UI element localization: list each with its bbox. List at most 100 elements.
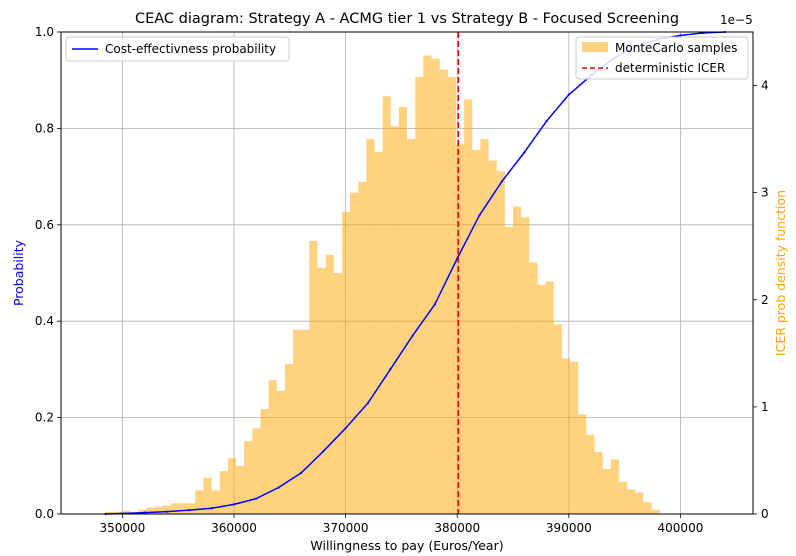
histogram-bar <box>480 139 489 514</box>
histogram-bar <box>284 364 294 514</box>
histogram-bar <box>423 55 432 514</box>
x-tick-label: 350000 <box>99 521 145 535</box>
histogram-bar <box>415 76 424 514</box>
histogram-bar <box>350 192 359 514</box>
histogram-bar <box>618 481 628 514</box>
histogram-bar <box>407 139 416 514</box>
series-point <box>679 34 682 37</box>
histogram-bar <box>594 451 603 514</box>
histogram-bar <box>390 126 399 514</box>
legend-entry-icer: deterministic ICER <box>615 61 725 75</box>
series-point <box>232 503 236 506</box>
x-axis-ticks: 350000 360000 370000 380000 390000 400000 <box>99 514 703 535</box>
series-point <box>366 402 370 405</box>
series-point <box>210 507 213 510</box>
y-tick-label: 0.4 <box>35 314 54 328</box>
y2-tick-label: 1 <box>761 400 769 414</box>
histogram-bar <box>219 471 228 514</box>
histogram-bar <box>472 149 481 515</box>
legend-left: Cost-effectivness probability <box>65 36 290 62</box>
y2-tick-label: 4 <box>761 79 769 93</box>
histogram-bar <box>121 510 131 514</box>
series-point <box>567 93 570 96</box>
series-point <box>322 450 325 453</box>
histogram-bar <box>610 459 619 514</box>
legend-bar-swatch <box>582 42 608 52</box>
histogram-bar <box>488 160 497 515</box>
histogram-bar <box>154 506 163 514</box>
x-tick-label: 380000 <box>434 521 480 535</box>
histogram-bar <box>529 262 538 514</box>
histogram-bar <box>455 144 465 514</box>
histogram-bar <box>504 226 514 515</box>
x-axis-label: Willingness to pay (Euros/Year) <box>310 538 503 553</box>
histogram-bar <box>553 324 562 514</box>
y-tick-label: 0.8 <box>35 121 54 135</box>
histogram-bar <box>545 281 554 514</box>
histogram-bar <box>439 69 448 514</box>
histogram-bar <box>309 240 318 514</box>
histogram-bar <box>146 507 155 514</box>
histogram-bar <box>301 329 310 514</box>
histogram-bar <box>464 99 473 514</box>
x-tick-label: 370000 <box>323 521 369 535</box>
x-tick-label: 360000 <box>211 521 257 535</box>
histogram-bar <box>236 465 245 514</box>
histogram-bar <box>537 284 546 514</box>
chart-title: CEAC diagram: Strategy A - ACMG tier 1 v… <box>135 11 679 27</box>
y-tick-label: 0.6 <box>35 218 54 232</box>
histogram-bar <box>431 58 440 515</box>
y-tick-label: 0.0 <box>35 507 54 521</box>
histogram-bar <box>627 489 636 514</box>
series-point <box>523 151 526 154</box>
plot-frame <box>60 31 754 515</box>
histogram-bar <box>293 329 302 514</box>
histogram-bar <box>170 503 179 514</box>
legend-left-box <box>65 36 290 62</box>
histogram-bar <box>635 492 644 514</box>
histogram-bar <box>374 151 383 514</box>
histogram-bar <box>227 458 237 514</box>
y-axis-label: Probability <box>11 239 26 306</box>
histogram-bar <box>382 96 391 515</box>
histogram-bar <box>561 358 571 514</box>
series-point <box>344 427 347 430</box>
series-point <box>255 497 258 500</box>
histogram-bar <box>317 267 326 514</box>
legend-right-box <box>575 36 749 80</box>
series-point <box>389 368 392 371</box>
histogram-bar <box>325 254 334 514</box>
histogram-bar <box>398 106 408 514</box>
x-tick-label: 400000 <box>658 521 704 535</box>
series-point <box>500 180 503 183</box>
histogram-bar <box>138 509 147 514</box>
histogram-bar <box>570 361 579 514</box>
series-point <box>478 214 481 217</box>
y2-offset-text: 1e−5 <box>720 13 753 27</box>
histogram-bar <box>643 502 652 514</box>
histogram-bar <box>586 434 595 514</box>
histogram-bar <box>513 206 522 514</box>
legend-entry-montecarlo: MonteCarlo samples <box>615 41 737 55</box>
histogram-bar <box>268 380 277 514</box>
histogram-bar <box>366 139 375 514</box>
histogram-bar <box>447 76 456 514</box>
histogram-bar <box>187 503 196 514</box>
histogram-bar <box>178 503 188 514</box>
histogram-bar <box>203 477 212 514</box>
histogram-bar <box>578 414 587 514</box>
histogram-bar <box>195 490 204 514</box>
histogram-bar <box>211 490 220 514</box>
histogram-bar <box>341 211 351 515</box>
histogram-bar <box>358 181 367 514</box>
series-point <box>165 510 169 513</box>
histogram-bar <box>602 469 611 514</box>
series-point <box>299 471 303 475</box>
series-point <box>433 303 437 306</box>
histogram-bar <box>260 409 269 514</box>
y-axis-ticks: 0.0 0.2 0.4 0.6 0.8 1.0 <box>35 25 61 521</box>
legend-entry-probability: Cost-effectivness probability <box>105 42 276 56</box>
series-point <box>143 511 146 514</box>
y2-tick-label: 3 <box>761 186 769 200</box>
